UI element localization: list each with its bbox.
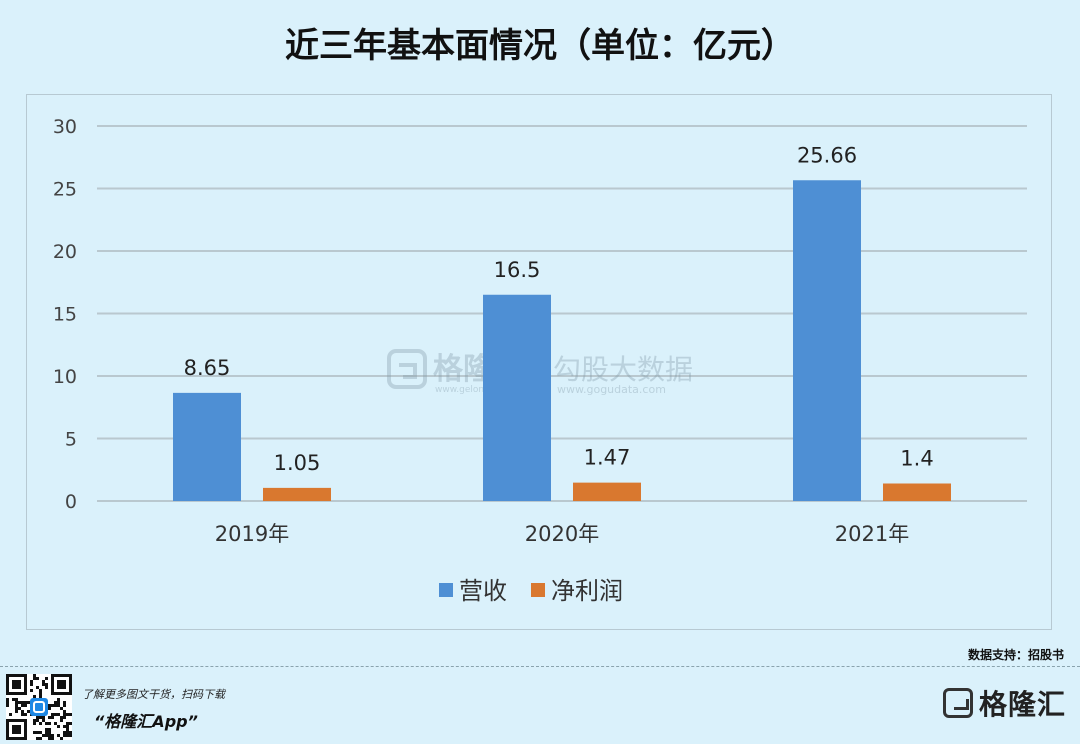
bar-revenue: [793, 180, 861, 501]
footer-tip: 了解更多图文干货，扫码下载: [82, 688, 225, 701]
bar-revenue: [173, 392, 241, 501]
watermark-partner: 勾股大数据: [553, 353, 693, 386]
chart-frame: 0 5 10 15 20 25 30 格隆汇 www.gelonghui.com 勾股大数据…: [26, 94, 1052, 630]
bar-chart: 0 5 10 15 20 25 30 格隆汇 www.gelonghui.com 勾股大数据…: [53, 116, 1027, 605]
x-category-label: 2021年: [835, 522, 909, 546]
y-tick-label: 20: [53, 241, 77, 263]
y-tick-label: 5: [65, 429, 77, 451]
footer-divider: [0, 666, 1080, 667]
footer-logo: 格隆汇: [942, 686, 1066, 721]
data-label: 1.47: [584, 446, 631, 470]
x-axis-categories: 2019年 2020年 2021年: [215, 522, 909, 546]
legend: 营收 净利润: [439, 577, 623, 605]
y-tick-label: 25: [53, 179, 77, 201]
qr-code-icon[interactable]: [6, 674, 72, 740]
watermark-partner-site: www.gogudata.com: [557, 383, 666, 396]
y-axis-ticks: 0 5 10 15 20 25 30: [53, 116, 77, 513]
data-label: 1.4: [900, 447, 933, 471]
legend-swatch-net-profit: [531, 583, 545, 597]
gelonghui-logo-icon: [942, 688, 973, 718]
watermark: 格隆汇 www.gelonghui.com 勾股大数据 www.gogudata…: [387, 349, 693, 396]
bar-revenue: [483, 294, 551, 501]
x-category-label: 2019年: [215, 522, 289, 546]
legend-label-net-profit: 净利润: [551, 577, 623, 605]
bar-net-profit: [573, 482, 641, 501]
gridlines: [97, 125, 1027, 502]
page-title: 近三年基本面情况（单位：亿元）: [285, 26, 795, 66]
bars: [173, 180, 951, 501]
y-tick-label: 0: [65, 491, 77, 513]
y-tick-label: 30: [53, 116, 77, 138]
x-category-label: 2020年: [525, 522, 599, 546]
footer: 了解更多图文干货，扫码下载 “格隆汇App” 格隆汇: [0, 668, 1080, 744]
data-source: 数据支持：招股书: [967, 648, 1064, 662]
legend-label-revenue: 营收: [459, 577, 507, 605]
footer-logo-text: 格隆汇: [978, 688, 1066, 721]
data-label: 16.5: [494, 258, 541, 282]
data-label: 25.66: [797, 143, 857, 167]
footer-app-name: “格隆汇App”: [94, 712, 198, 731]
legend-swatch-revenue: [439, 583, 453, 597]
data-label: 1.05: [274, 451, 321, 475]
watermark-logo-stroke: [399, 363, 417, 379]
data-labels: 8.65 1.05 16.5 1.47 25.66 1.4: [184, 143, 934, 475]
watermark-logo-icon: [387, 349, 427, 389]
watermark-site: www.gelonghui.com: [435, 385, 526, 395]
y-tick-label: 10: [53, 366, 77, 388]
y-tick-label: 15: [53, 304, 77, 326]
bar-net-profit: [263, 487, 331, 501]
data-label: 8.65: [184, 356, 231, 380]
bar-net-profit: [883, 483, 951, 501]
